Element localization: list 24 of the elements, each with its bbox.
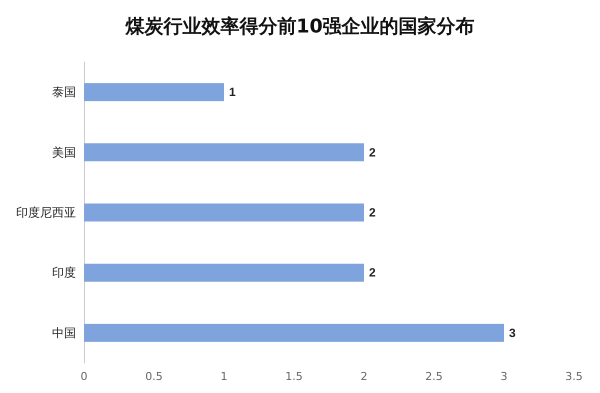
y-tick-label: 泰国 [52,85,76,100]
x-tick-label: 0.5 [145,370,163,383]
y-tick-label: 美国 [52,145,76,160]
data-label: 3 [509,326,516,340]
y-tick-label: 印度尼西亚 [16,206,76,220]
data-label: 2 [369,206,376,220]
bar [84,264,364,282]
y-tick-label: 印度 [52,266,76,280]
chart-title: 煤炭行业效率得分前10强企业的国家分布 [124,16,475,38]
data-label: 1 [229,85,236,100]
bar [84,83,224,102]
y-tick-label: 中国 [52,326,76,340]
data-label: 2 [369,266,376,280]
x-tick-label: 3.5 [565,370,583,383]
bar [84,324,504,342]
x-tick-label: 1.5 [285,370,303,383]
x-tick-label: 1 [220,370,228,383]
bar [84,143,364,162]
x-tick-label: 2.5 [425,370,443,383]
data-label: 2 [369,145,376,160]
bar [84,204,364,222]
x-tick-label: 0 [80,370,88,383]
x-tick-label: 3 [500,370,508,383]
x-tick-label: 2 [360,370,368,383]
